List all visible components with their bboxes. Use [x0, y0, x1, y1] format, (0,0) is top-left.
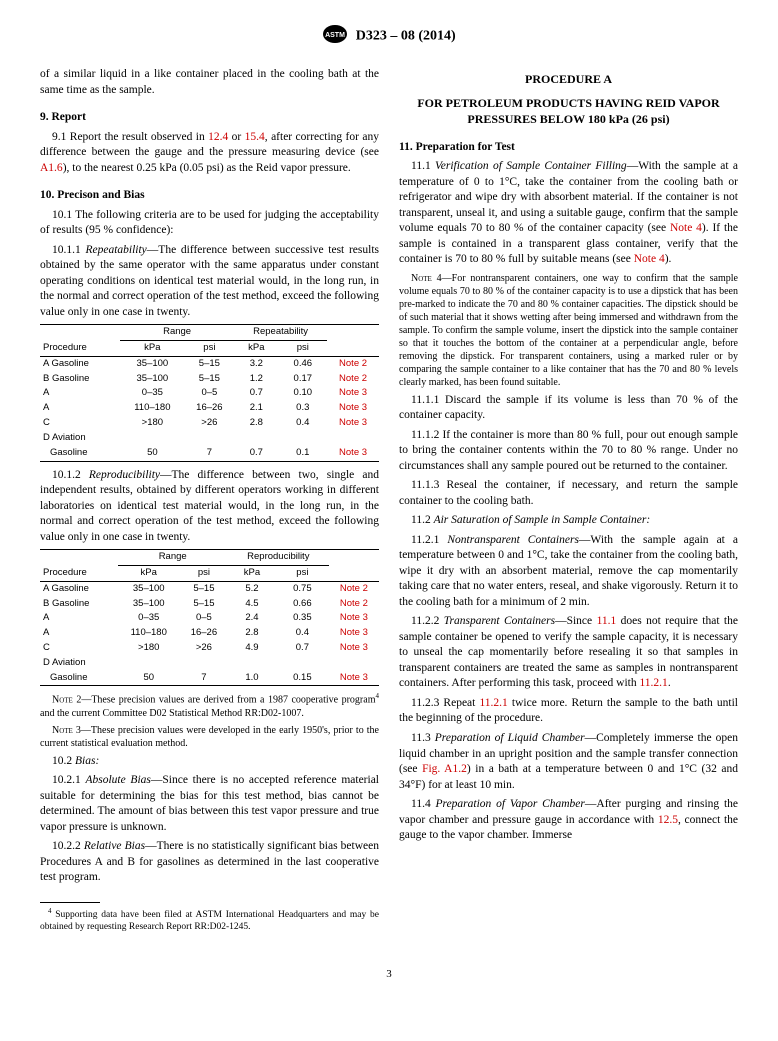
svg-text:ASTM: ASTM: [325, 32, 345, 39]
para-10-1-1: 10.1.1 Repeatability—The difference betw…: [40, 243, 379, 321]
ref-a1-6: A1.6: [40, 162, 63, 174]
table-row: D Aviation: [40, 431, 379, 446]
para-10-1: 10.1 The following criteria are to be us…: [40, 208, 379, 239]
para-11-1-1: 11.1.1 Discard the sample if its volume …: [399, 393, 738, 424]
page: ASTM D323 – 08 (2014) of a similar liqui…: [0, 0, 778, 1020]
ref-11-2-1: 11.2.1: [479, 697, 507, 709]
page-header: ASTM D323 – 08 (2014): [40, 24, 738, 49]
para-10-1-2: 10.1.2 Reproducibility—The difference be…: [40, 468, 379, 546]
para-10-2-2: 10.2.2 Relative Bias—There is no statist…: [40, 839, 379, 886]
table-row: Gasoline5071.00.15Note 3: [40, 671, 379, 686]
reproducibility-table: Procedure Range Reproducibility kPa psi …: [40, 549, 379, 686]
ref-12-4: 12.4: [208, 131, 228, 143]
para-11-2: 11.2 Air Saturation of Sample in Sample …: [399, 513, 738, 529]
page-number: 3: [40, 968, 738, 980]
header-designation: D323 – 08 (2014): [356, 29, 456, 44]
para-11-4: 11.4 Preparation of Vapor Chamber—After …: [399, 797, 738, 844]
note-3: Note 3—These precision values were devel…: [40, 724, 379, 750]
table-row: A Gasoline35–1005–155.20.75Note 2: [40, 581, 379, 596]
section-11-head: 11. Preparation for Test: [399, 140, 738, 156]
para-11-2-2: 11.2.2 Transparent Containers—Since 11.1…: [399, 614, 738, 692]
table-row: B Gasoline35–1005–154.50.66Note 2: [40, 597, 379, 612]
ref-11-1: 11.1: [597, 615, 617, 627]
para-11-3: 11.3 Preparation of Liquid Chamber—Compl…: [399, 731, 738, 793]
astm-logo-icon: ASTM: [322, 24, 348, 49]
ref-fig-a1-2: Fig. A1.2: [422, 763, 467, 775]
para-11-2-3: 11.2.3 Repeat 11.2.1 twice more. Return …: [399, 696, 738, 727]
ref-12-5: 12.5: [658, 814, 678, 826]
left-column: of a similar liquid in a like container …: [40, 67, 379, 938]
table-row: C>180>262.80.4Note 3: [40, 416, 379, 431]
table-row: A Gasoline35–1005–153.20.46Note 2: [40, 356, 379, 371]
section-10-head: 10. Precison and Bias: [40, 188, 379, 204]
para-11-2-1: 11.2.1 Nontransparent Containers—With th…: [399, 533, 738, 611]
intro-fragment: of a similar liquid in a like container …: [40, 67, 379, 98]
para-9-1: 9.1 Report the result observed in 12.4 o…: [40, 130, 379, 177]
ref-15-4: 15.4: [245, 131, 265, 143]
para-10-2-1: 10.2.1 Absolute Bias—Since there is no a…: [40, 773, 379, 835]
table-row: B Gasoline35–1005–151.20.17Note 2: [40, 372, 379, 387]
ref-note-4: Note 4: [634, 253, 665, 265]
ref-11-2-1: 11.2.1: [639, 677, 667, 689]
table-row: A0–350–52.40.35Note 3: [40, 611, 379, 626]
table-header-row: Procedure Range Repeatability: [40, 325, 379, 341]
section-9-head: 9. Report: [40, 110, 379, 126]
note-4: Note 4—For nontransparent containers, on…: [399, 272, 738, 389]
table-header-row: Procedure Range Reproducibility: [40, 550, 379, 566]
table-row: D Aviation: [40, 656, 379, 671]
table-row: Gasoline5070.70.1Note 3: [40, 446, 379, 461]
two-column-layout: of a similar liquid in a like container …: [40, 67, 738, 938]
table-row: A110–18016–262.10.3Note 3: [40, 401, 379, 416]
repeatability-table: Procedure Range Repeatability kPa psi kP…: [40, 324, 379, 461]
table-row: A0–350–50.70.10Note 3: [40, 386, 379, 401]
note-2: Note 2—These precision values are derive…: [40, 692, 379, 719]
para-11-1-2: 11.1.2 If the container is more than 80 …: [399, 428, 738, 475]
table-row: C>180>264.90.7Note 3: [40, 641, 379, 656]
footnote-separator: [40, 902, 100, 903]
ref-note-4: Note 4: [670, 222, 702, 234]
table-row: A110–18016–262.80.4Note 3: [40, 626, 379, 641]
para-11-1: 11.1 Verification of Sample Container Fi…: [399, 159, 738, 268]
procedure-a-subhead: FOR PETROLEUM PRODUCTS HAVING REID VAPOR…: [399, 95, 738, 127]
para-10-2: 10.2 Bias:: [40, 754, 379, 770]
procedure-a-head: PROCEDURE A: [399, 71, 738, 87]
para-11-1-3: 11.1.3 Reseal the container, if necessar…: [399, 478, 738, 509]
right-column: PROCEDURE A FOR PETROLEUM PRODUCTS HAVIN…: [399, 67, 738, 938]
footnote-4: 4 Supporting data have been filed at AST…: [40, 907, 379, 934]
